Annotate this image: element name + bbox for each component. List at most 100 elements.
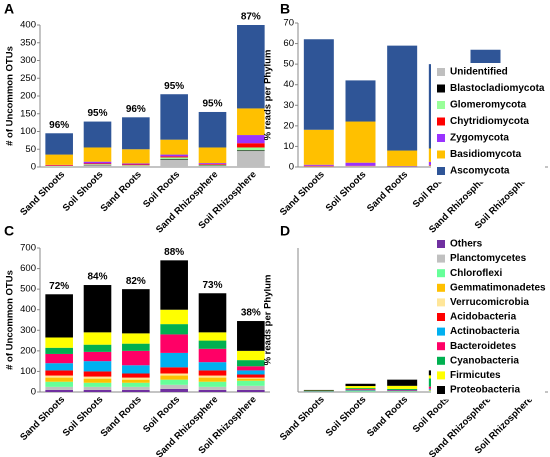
bar-label: 95%	[164, 81, 184, 92]
x-tick-label: Soil Roots	[411, 394, 452, 435]
y-axis-label: % reads per Phylum	[263, 50, 274, 141]
y-tick-label: 200	[20, 91, 36, 102]
bar-segment	[45, 337, 73, 348]
legend: Others Planctomycetes Chloroflexi Gemmatimo…	[431, 235, 546, 400]
legend-label: Acidobacteria	[450, 312, 517, 323]
bar-segment	[303, 39, 334, 130]
legend-label: Chloroflexi	[450, 268, 502, 279]
bar-segment	[198, 164, 227, 166]
bar-segment	[387, 45, 418, 151]
bar-segment	[83, 386, 112, 390]
legend-label: Others	[450, 239, 483, 250]
bar-segment	[122, 165, 150, 166]
bar-label: 88%	[164, 247, 184, 258]
bar-segment	[198, 386, 227, 390]
bar-segment	[237, 377, 265, 379]
bar-segment	[198, 293, 227, 333]
bar-segment	[83, 389, 112, 392]
legend-swatch	[437, 84, 445, 93]
legend-label: Unidentified	[450, 67, 508, 78]
bar-segment	[122, 333, 150, 344]
y-tick-label: 200	[20, 345, 36, 356]
legend-label: Cyanobacteria	[450, 355, 519, 366]
bar-segment	[237, 385, 265, 390]
bar-segment	[237, 150, 265, 152]
bar-segment	[83, 165, 112, 167]
bar-segment	[345, 80, 376, 122]
bar-segment	[198, 377, 227, 382]
bar-segment	[198, 362, 227, 371]
bar-segment	[45, 389, 73, 392]
legend-label: Gemmatimonadetes	[450, 282, 546, 293]
x-tick-label: Sand Shoots	[18, 169, 67, 218]
bar-segment	[83, 163, 112, 165]
legend-swatch	[437, 342, 445, 351]
bar-label: 38%	[241, 308, 261, 319]
bar-segment	[345, 383, 376, 387]
y-tick-label: 300	[20, 55, 36, 66]
legend-swatch	[437, 134, 445, 142]
legend-swatch	[437, 327, 445, 336]
bar-segment	[45, 377, 73, 382]
bar-segment	[198, 375, 227, 378]
bar-segment	[122, 165, 150, 167]
bar-segment	[160, 388, 188, 392]
bar-segment	[160, 157, 188, 160]
bar-segment	[160, 156, 188, 158]
bar-segment	[122, 164, 150, 166]
bar-segment	[237, 143, 265, 148]
bar-segment	[345, 389, 376, 391]
bar-segment	[345, 389, 376, 390]
bar-segment	[122, 117, 150, 150]
bar-label: 96%	[126, 104, 146, 115]
y-tick-label: 60	[283, 38, 294, 49]
bar-segment	[345, 390, 376, 392]
bar-segment	[45, 381, 73, 387]
bar-segment	[198, 111, 227, 148]
legend-label: Bacteroidetes	[450, 341, 517, 352]
bar-segment	[83, 382, 112, 387]
bar-segment	[45, 375, 73, 378]
legend-label: Actinobacteria	[450, 326, 520, 337]
legend-swatch	[437, 117, 445, 126]
bar-segment	[45, 353, 73, 364]
bar-segment	[237, 380, 265, 386]
bar-segment	[345, 121, 376, 163]
bar-segment	[345, 162, 376, 166]
bar-segment	[345, 388, 376, 390]
bar-segment	[83, 361, 112, 372]
bar-segment	[45, 294, 73, 338]
bar-segment	[122, 343, 150, 351]
legend-background	[431, 63, 545, 183]
legend-swatch	[437, 356, 445, 365]
legend-swatch	[437, 313, 445, 321]
x-tick-label: Sand Shoots	[18, 394, 67, 443]
y-tick-label: 100	[20, 126, 36, 137]
bar-segment	[122, 365, 150, 374]
bar-segment	[237, 378, 265, 381]
bar-segment	[237, 389, 265, 392]
bar-segment	[345, 386, 376, 389]
legend-label: Planctomycetes	[450, 253, 527, 264]
bar-segment	[345, 166, 376, 167]
bar-segment	[45, 347, 73, 354]
x-tick-label: Sand Shoots	[278, 394, 327, 443]
bar-segment	[237, 135, 265, 144]
bar-segment	[387, 389, 418, 391]
bar-segment	[303, 164, 334, 166]
bar-segment	[122, 373, 150, 378]
panel-letter: C	[4, 223, 14, 239]
bar-segment	[303, 389, 334, 391]
bar-segment	[160, 379, 188, 385]
legend-swatch	[437, 371, 445, 380]
x-tick-label: Soil Roots	[141, 169, 182, 210]
bar-segment	[83, 285, 112, 333]
bar-segment	[122, 386, 150, 390]
legend-background	[431, 235, 545, 400]
bar-segment	[198, 389, 227, 392]
y-tick-label: 350	[20, 37, 36, 48]
bar-segment	[160, 367, 188, 374]
bar-label: 82%	[126, 276, 146, 287]
bar-segment	[303, 129, 334, 165]
